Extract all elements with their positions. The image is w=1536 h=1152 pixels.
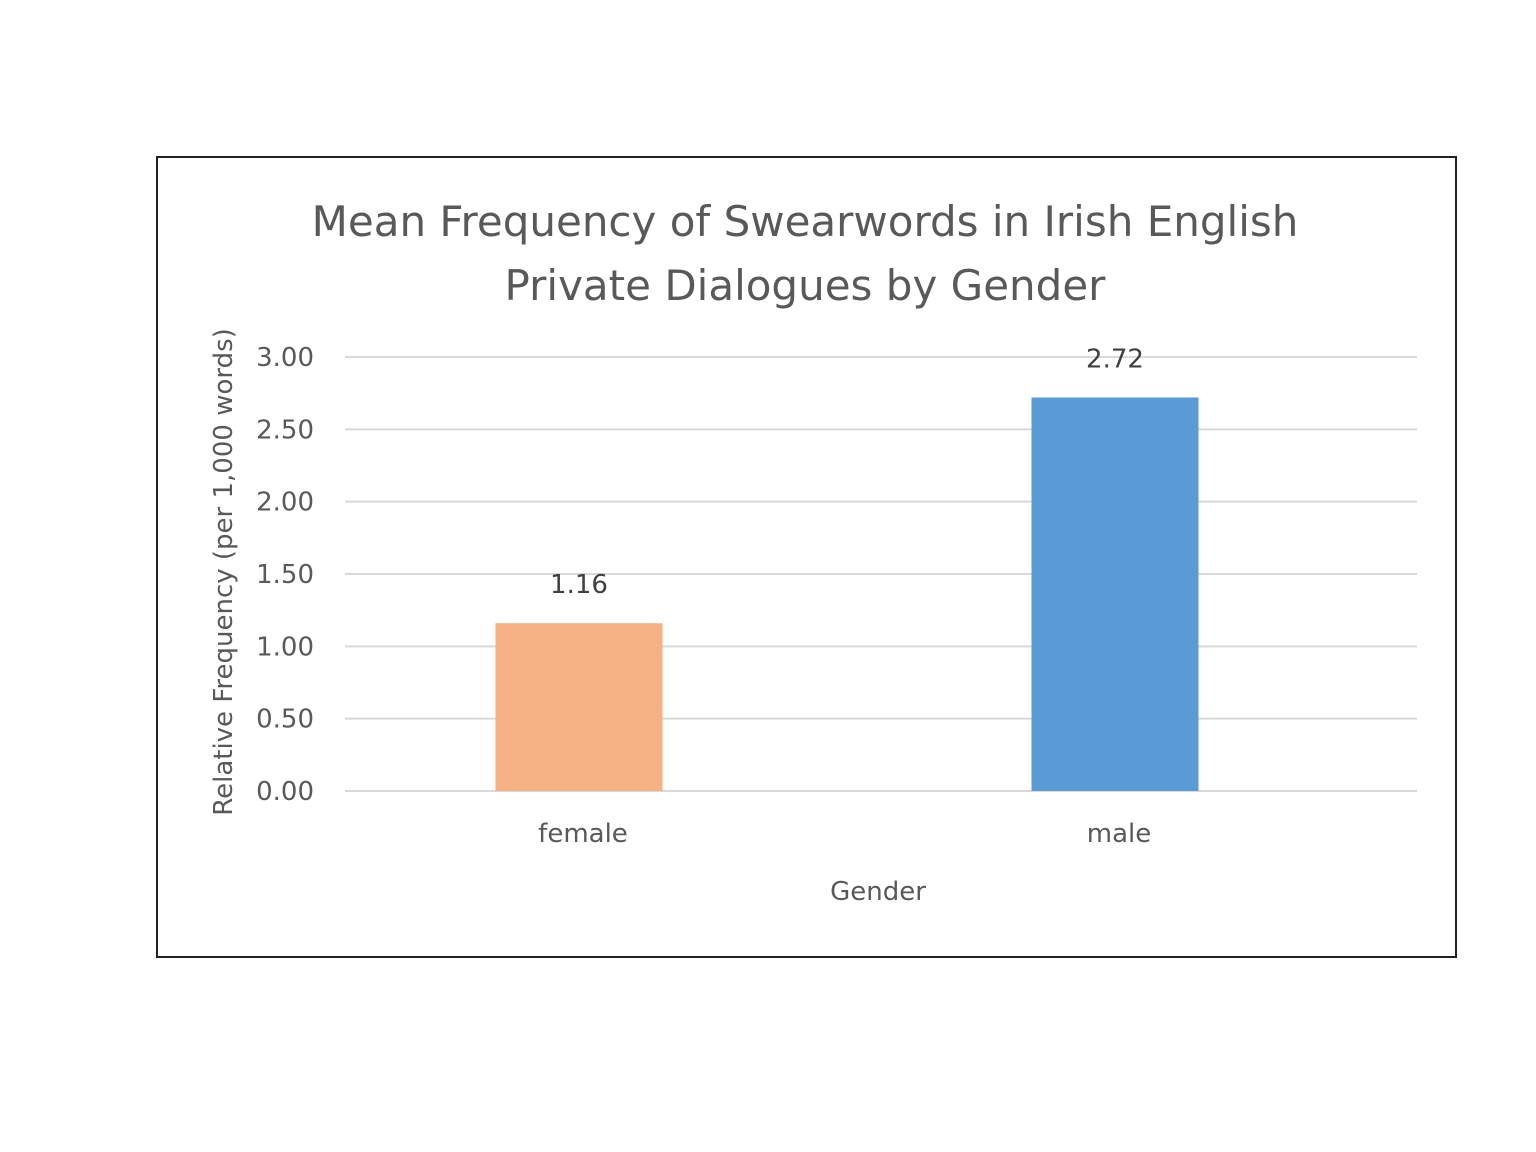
x-tick-label-female: female bbox=[538, 819, 628, 849]
chart-title-line-1: Mean Frequency of Swearwords in Irish En… bbox=[312, 197, 1299, 246]
y-tick-label: 2.00 bbox=[256, 488, 314, 518]
data-label-male: 2.72 bbox=[1086, 345, 1144, 375]
y-tick-label: 1.00 bbox=[256, 632, 314, 662]
chart-title: Mean Frequency of Swearwords in Irish En… bbox=[312, 197, 1299, 310]
data-labels: 1.16 2.72 bbox=[550, 345, 1144, 601]
y-tick-label: 2.50 bbox=[256, 415, 314, 445]
chart-title-line-2: Private Dialogues by Gender bbox=[505, 261, 1107, 310]
y-tick-label: 3.00 bbox=[256, 343, 314, 373]
y-axis-title: Relative Frequency (per 1,000 words) bbox=[209, 328, 239, 816]
x-axis-ticks: female male bbox=[538, 819, 1151, 849]
y-tick-label: 1.50 bbox=[256, 560, 314, 590]
bar-female bbox=[495, 623, 663, 791]
y-tick-label: 0.50 bbox=[256, 705, 314, 735]
data-label-female: 1.16 bbox=[550, 570, 608, 600]
bars bbox=[495, 397, 1199, 791]
chart-frame bbox=[156, 156, 1457, 958]
y-axis-ticks: 0.00 0.50 1.00 1.50 2.00 2.50 3.00 bbox=[256, 343, 314, 807]
bar-male bbox=[1031, 397, 1199, 791]
x-tick-label-male: male bbox=[1087, 819, 1151, 849]
y-tick-label: 0.00 bbox=[256, 777, 314, 807]
x-axis-title: Gender bbox=[830, 877, 926, 907]
